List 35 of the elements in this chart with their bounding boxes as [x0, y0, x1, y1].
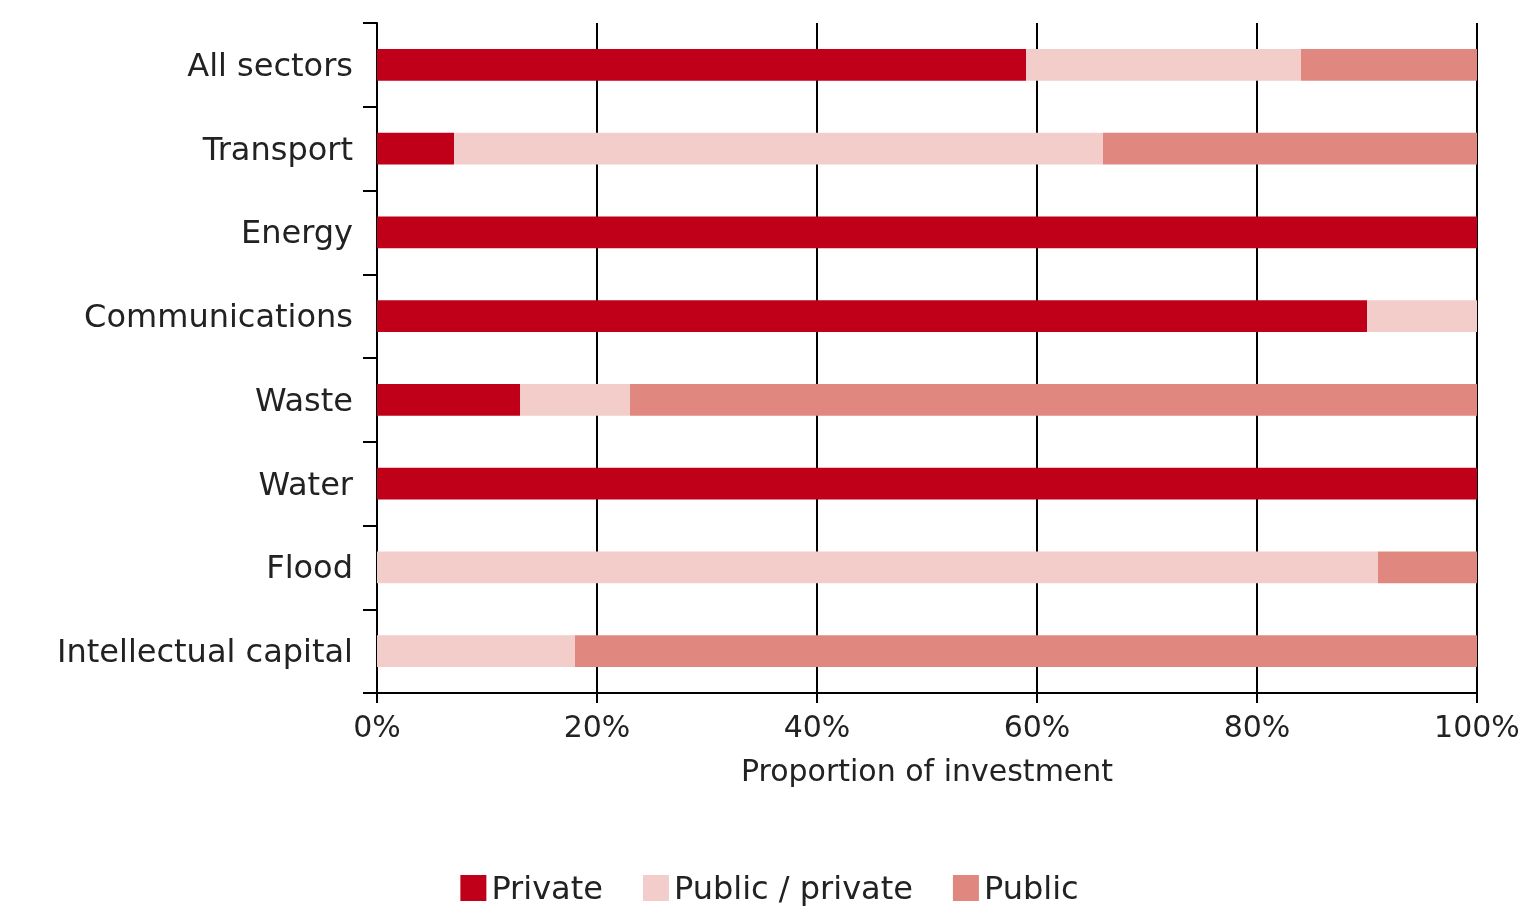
y-tick-label: Waste	[254, 380, 353, 419]
bar	[454, 132, 1103, 165]
x-tick-label: 80%	[1223, 708, 1291, 744]
bar	[377, 467, 1477, 500]
bar	[377, 383, 520, 416]
bar	[377, 48, 1026, 81]
bar	[575, 635, 1477, 668]
y-tick-label: Transport	[201, 129, 353, 168]
bar	[1026, 48, 1301, 81]
bar	[1103, 132, 1477, 165]
bar	[1301, 48, 1477, 81]
legend-label: Public / private	[673, 869, 913, 907]
x-tick-label: 60%	[1003, 708, 1071, 744]
bar	[377, 635, 575, 668]
bar	[377, 551, 1378, 584]
bar	[630, 383, 1477, 416]
y-tick-label: Water	[258, 464, 354, 503]
y-tick-label: Intellectual capital	[57, 632, 353, 671]
bar	[377, 216, 1477, 249]
x-tick-label: 100%	[1434, 708, 1520, 744]
bar	[1367, 300, 1477, 333]
x-tick-label: 0%	[353, 708, 401, 744]
x-tick-label: 40%	[783, 708, 851, 744]
bar	[520, 383, 630, 416]
legend-label: Public	[983, 869, 1079, 907]
y-tick-label: Flood	[266, 548, 353, 587]
x-tick-label: 20%	[563, 708, 631, 744]
bar	[377, 132, 454, 165]
y-tick-label: All sectors	[187, 45, 353, 84]
bar	[377, 300, 1367, 333]
legend-label: Private	[491, 869, 603, 907]
y-tick-label: Energy	[240, 213, 353, 252]
bar	[1378, 551, 1477, 584]
y-tick-label: Communications	[84, 297, 353, 336]
x-axis-title: Proportion of investment	[740, 752, 1114, 788]
